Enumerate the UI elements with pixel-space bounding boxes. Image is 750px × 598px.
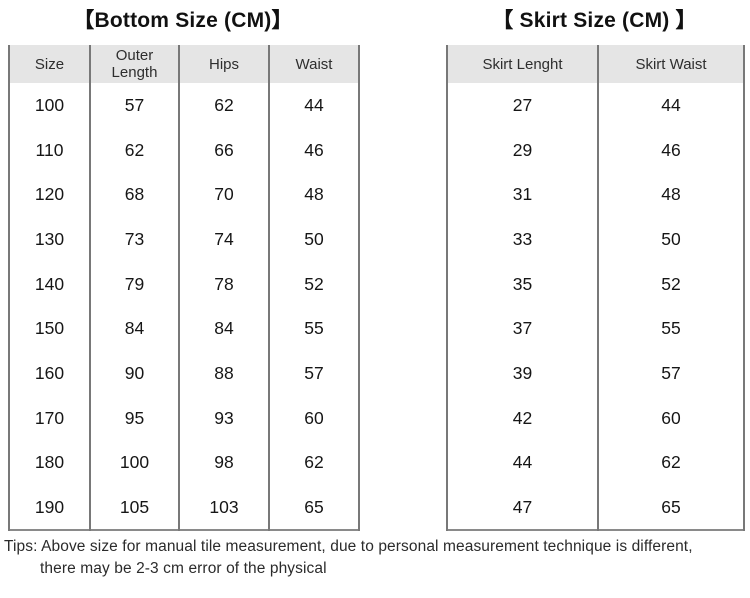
table-cell: 103 — [178, 485, 269, 530]
table-cell: 44 — [446, 440, 598, 486]
table-cell: 60 — [597, 395, 745, 441]
table-cell: 95 — [89, 395, 179, 441]
table-cell: 70 — [178, 172, 269, 218]
table-cell: 60 — [268, 395, 360, 441]
table-cell: 48 — [268, 172, 360, 218]
table-cell: 74 — [178, 217, 269, 262]
table-cell: 50 — [597, 217, 745, 262]
tips-note: Tips: Above size for manual tile measure… — [4, 536, 746, 580]
table-cell: 39 — [446, 351, 598, 396]
table-cell: 47 — [446, 485, 598, 530]
table-cell: 130 — [8, 217, 90, 262]
table-cell: 50 — [268, 217, 360, 262]
table-row: 100 57 62 44 — [8, 83, 360, 128]
table-row: 35 52 — [446, 261, 745, 307]
table-cell: 52 — [268, 261, 360, 307]
table-cell: 57 — [268, 351, 360, 396]
table-cell: 88 — [178, 351, 269, 396]
tips-line-1: Tips: Above size for manual tile measure… — [4, 538, 693, 555]
table-cell: 57 — [89, 83, 179, 128]
table-row: 42 60 — [446, 395, 745, 441]
table-row: 170 95 93 60 — [8, 395, 360, 441]
table-cell: 68 — [89, 172, 179, 218]
table-cell: 42 — [446, 395, 598, 441]
header-cell: Skirt Lenght — [446, 45, 598, 83]
table-cell: 100 — [89, 440, 179, 486]
table-row: 37 55 — [446, 306, 745, 352]
table-cell: 79 — [89, 261, 179, 307]
table-cell: 29 — [446, 127, 598, 173]
table-cell: 37 — [446, 306, 598, 352]
table-cell: 52 — [597, 261, 745, 307]
table-cell: 78 — [178, 261, 269, 307]
table-cell: 150 — [8, 306, 90, 352]
header-cell: Skirt Waist — [597, 45, 745, 83]
header-cell: Outer Length — [89, 45, 179, 83]
table-cell: 98 — [178, 440, 269, 486]
header-row: Size Outer Length Hips Waist — [8, 45, 360, 83]
table-cell: 62 — [597, 440, 745, 486]
table-cell: 105 — [89, 485, 179, 530]
table-cell: 48 — [597, 172, 745, 218]
table-cell: 46 — [597, 127, 745, 173]
table-cell: 160 — [8, 351, 90, 396]
skirt-size-section: 【 Skirt Size (CM) 】 Skirt Lenght Skirt Wa… — [446, 6, 745, 531]
table-cell: 93 — [178, 395, 269, 441]
header-cell: Waist — [268, 45, 360, 83]
tips-line-2: there may be 2-3 cm error of the physica… — [40, 560, 327, 577]
table-cell: 140 — [8, 261, 90, 307]
table-row: 31 48 — [446, 172, 745, 218]
table-cell: 170 — [8, 395, 90, 441]
table-row: 150 84 84 55 — [8, 306, 360, 352]
table-cell: 65 — [268, 485, 360, 530]
header-cell: Size — [8, 45, 90, 83]
table-row: 33 50 — [446, 217, 745, 262]
table-row: 120 68 70 48 — [8, 172, 360, 218]
table-row: 39 57 — [446, 351, 745, 396]
table-cell: 55 — [268, 306, 360, 352]
table-row: 27 44 — [446, 83, 745, 128]
table-cell: 33 — [446, 217, 598, 262]
table-cell: 84 — [89, 306, 179, 352]
table-row: 29 46 — [446, 127, 745, 173]
skirt-size-title: 【 Skirt Size (CM) 】 — [492, 9, 697, 32]
table-cell: 57 — [597, 351, 745, 396]
table-row: 110 62 66 46 — [8, 127, 360, 173]
table-cell: 46 — [268, 127, 360, 173]
table-cell: 190 — [8, 485, 90, 530]
table-cell: 65 — [597, 485, 745, 530]
table-cell: 44 — [268, 83, 360, 128]
table-cell: 120 — [8, 172, 90, 218]
table-row: 130 73 74 50 — [8, 217, 360, 262]
table-row: 180 100 98 62 — [8, 440, 360, 486]
table-row: 160 90 88 57 — [8, 351, 360, 396]
table-cell: 62 — [89, 127, 179, 173]
table-cell: 62 — [178, 83, 269, 128]
table-cell: 44 — [597, 83, 745, 128]
table-row: 190 105 103 65 — [8, 485, 360, 530]
table-cell: 27 — [446, 83, 598, 128]
table-cell: 180 — [8, 440, 90, 486]
bottom-size-table: Size Outer Length Hips Waist 100 57 62 44 110 62 6… — [8, 45, 360, 531]
bottom-size-section: 【Bottom Size (CM)】 Size Outer Length Hips W… — [8, 6, 360, 531]
table-cell: 31 — [446, 172, 598, 218]
table-cell: 73 — [89, 217, 179, 262]
table-cell: 66 — [178, 127, 269, 173]
header-row: Skirt Lenght Skirt Waist — [446, 45, 745, 83]
skirt-size-table: Skirt Lenght Skirt Waist 27 44 29 46 31 48 33 50 3… — [446, 45, 745, 531]
table-row: 140 79 78 52 — [8, 261, 360, 307]
bottom-size-title: 【Bottom Size (CM)】 — [73, 9, 293, 32]
table-cell: 62 — [268, 440, 360, 486]
table-cell: 55 — [597, 306, 745, 352]
table-row: 47 65 — [446, 485, 745, 530]
table-cell: 110 — [8, 127, 90, 173]
table-cell: 35 — [446, 261, 598, 307]
table-cell: 90 — [89, 351, 179, 396]
table-cell: 100 — [8, 83, 90, 128]
table-row: 44 62 — [446, 440, 745, 486]
table-cell: 84 — [178, 306, 269, 352]
header-cell: Hips — [178, 45, 269, 83]
